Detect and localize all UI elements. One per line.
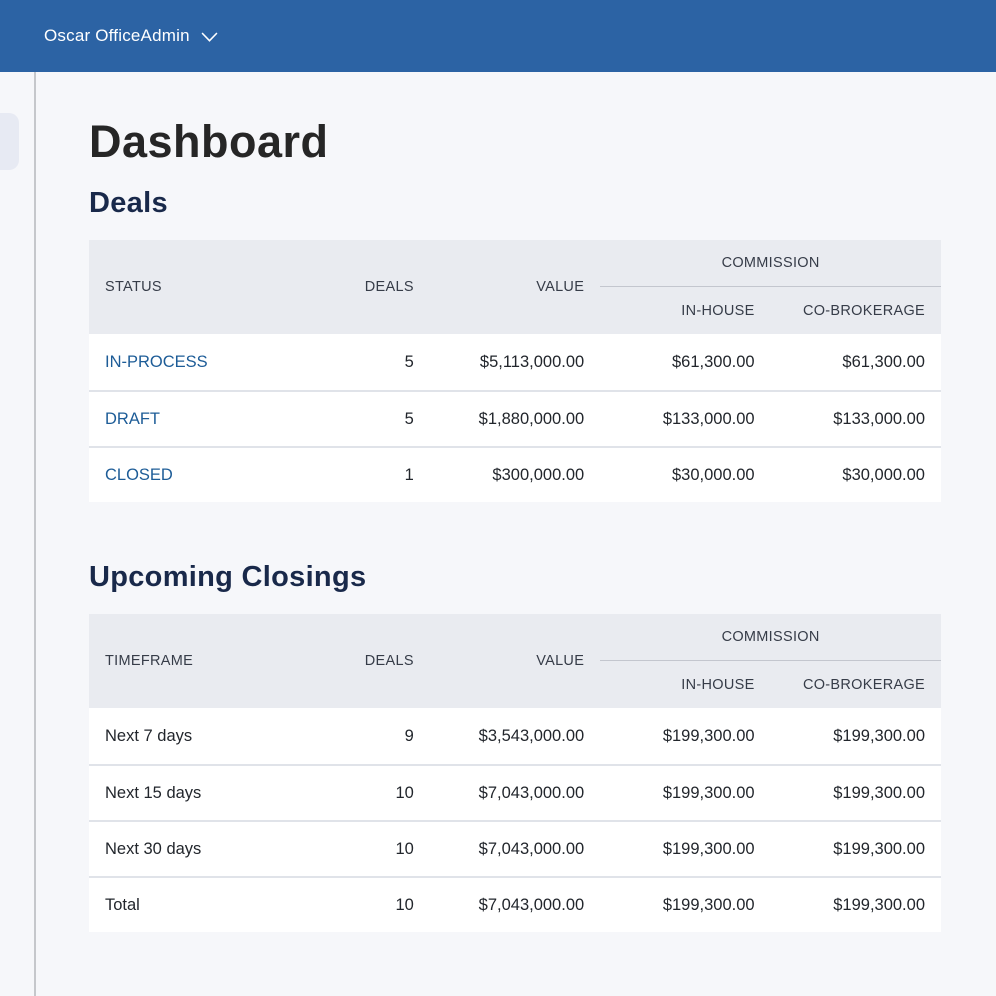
in-house-cell: $199,300.00 — [600, 708, 771, 764]
timeframe-cell: Next 15 days — [89, 764, 290, 820]
column-header-in-house: IN-HOUSE — [600, 661, 771, 708]
value-cell: $300,000.00 — [429, 446, 601, 502]
column-header-commission: COMMISSION — [600, 614, 941, 661]
in-house-cell: $133,000.00 — [600, 390, 771, 446]
user-menu-label: Oscar OfficeAdmin — [44, 26, 190, 45]
in-house-cell: $61,300.00 — [600, 334, 771, 390]
column-header-commission: COMMISSION — [600, 240, 941, 287]
value-cell: $5,113,000.00 — [429, 334, 601, 390]
value-cell: $1,880,000.00 — [429, 390, 601, 446]
co-brokerage-cell: $133,000.00 — [770, 390, 941, 446]
deals-count-cell: 10 — [289, 764, 430, 820]
table-row: DRAFT 5 $1,880,000.00 $133,000.00 $133,0… — [89, 390, 941, 446]
column-header-deals: DEALS — [289, 614, 430, 708]
table-row: Next 15 days 10 $7,043,000.00 $199,300.0… — [89, 764, 941, 820]
value-cell: $3,543,000.00 — [429, 708, 601, 764]
table-row: IN-PROCESS 5 $5,113,000.00 $61,300.00 $6… — [89, 334, 941, 390]
left-rail — [0, 72, 36, 996]
upcoming-closings-table: TIMEFRAME DEALS VALUE COMMISSION IN-HOUS… — [89, 614, 941, 932]
deals-count-cell: 5 — [289, 334, 430, 390]
column-header-timeframe: TIMEFRAME — [89, 614, 290, 708]
timeframe-cell: Next 7 days — [89, 708, 290, 764]
table-row: CLOSED 1 $300,000.00 $30,000.00 $30,000.… — [89, 446, 941, 502]
table-row-total: Total 10 $7,043,000.00 $199,300.00 $199,… — [89, 876, 941, 932]
drawer-handle[interactable] — [0, 113, 19, 170]
deals-count-cell: 5 — [289, 390, 430, 446]
column-header-deals: DEALS — [289, 240, 430, 334]
deals-count-cell: 10 — [289, 820, 430, 876]
status-link-in-process[interactable]: IN-PROCESS — [105, 352, 208, 371]
closings-table-header: TIMEFRAME DEALS VALUE COMMISSION IN-HOUS… — [89, 614, 941, 708]
page-title: Dashboard — [89, 116, 329, 167]
status-link-closed[interactable]: CLOSED — [105, 465, 173, 484]
co-brokerage-cell: $199,300.00 — [770, 764, 941, 820]
deals-table: STATUS DEALS VALUE COMMISSION IN-HOUSE C… — [89, 240, 941, 502]
co-brokerage-cell: $199,300.00 — [770, 708, 941, 764]
deals-count-cell: 9 — [289, 708, 430, 764]
in-house-cell: $30,000.00 — [600, 446, 771, 502]
timeframe-cell: Next 30 days — [89, 820, 290, 876]
deals-heading: Deals — [89, 187, 168, 219]
deals-count-cell: 10 — [289, 876, 430, 932]
user-menu[interactable]: Oscar OfficeAdmin — [44, 26, 218, 46]
co-brokerage-cell: $61,300.00 — [770, 334, 941, 390]
column-header-status: STATUS — [89, 240, 290, 334]
co-brokerage-cell: $199,300.00 — [770, 876, 941, 932]
column-header-value: VALUE — [429, 240, 601, 334]
co-brokerage-cell: $199,300.00 — [770, 820, 941, 876]
deals-table-header: STATUS DEALS VALUE COMMISSION IN-HOUSE C… — [89, 240, 941, 334]
value-cell: $7,043,000.00 — [429, 820, 601, 876]
co-brokerage-cell: $30,000.00 — [770, 446, 941, 502]
column-header-value: VALUE — [429, 614, 601, 708]
column-header-co-brokerage: CO-BROKERAGE — [770, 287, 941, 334]
chevron-down-icon — [201, 32, 218, 42]
column-header-co-brokerage: CO-BROKERAGE — [770, 661, 941, 708]
table-row: Next 30 days 10 $7,043,000.00 $199,300.0… — [89, 820, 941, 876]
upcoming-closings-heading: Upcoming Closings — [89, 561, 367, 593]
value-cell: $7,043,000.00 — [429, 764, 601, 820]
in-house-cell: $199,300.00 — [600, 820, 771, 876]
topbar: Oscar OfficeAdmin — [0, 0, 996, 72]
timeframe-cell: Total — [89, 876, 290, 932]
status-link-draft[interactable]: DRAFT — [105, 409, 160, 428]
app-shell: Dashboard Deals STATUS DEALS VALUE COMMI… — [0, 72, 996, 996]
deals-count-cell: 1 — [289, 446, 430, 502]
table-row: Next 7 days 9 $3,543,000.00 $199,300.00 … — [89, 708, 941, 764]
main-content: Dashboard Deals STATUS DEALS VALUE COMMI… — [36, 72, 996, 996]
value-cell: $7,043,000.00 — [429, 876, 601, 932]
upcoming-closings-section: Upcoming Closings TIMEFRAME DEALS VALUE … — [89, 558, 941, 932]
in-house-cell: $199,300.00 — [600, 876, 771, 932]
in-house-cell: $199,300.00 — [600, 764, 771, 820]
deals-section: Deals STATUS DEALS VALUE COMMISSION IN-H… — [89, 184, 941, 502]
column-header-in-house: IN-HOUSE — [600, 287, 771, 334]
